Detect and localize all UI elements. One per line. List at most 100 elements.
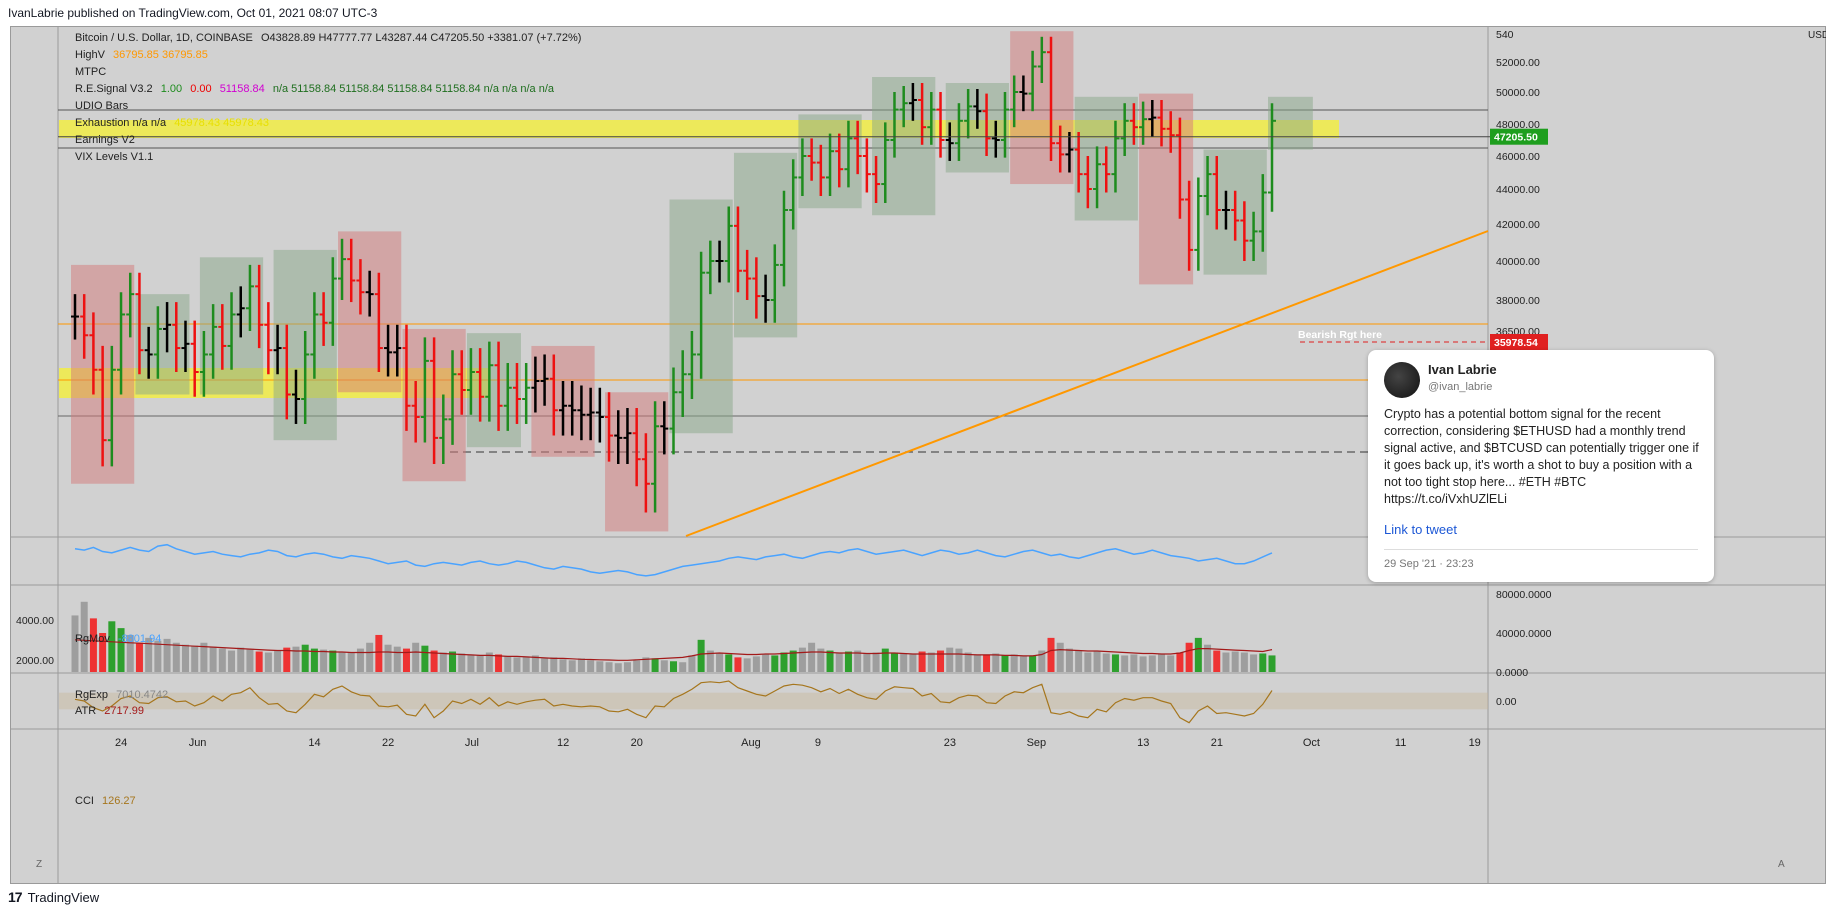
footer-brand[interactable]: TradingView: [27, 889, 100, 905]
cci-line: [74, 680, 1273, 724]
volume-bar: [89, 618, 97, 672]
volume-bar: [789, 650, 797, 672]
tweet-link[interactable]: Link to tweet: [1384, 522, 1457, 537]
volume-bar: [1222, 652, 1230, 672]
marked-level-tag: [1490, 334, 1548, 350]
volume-bar: [835, 652, 843, 672]
volume-bar: [743, 658, 751, 672]
time-tick-label: 14: [308, 737, 320, 749]
volume-bar: [596, 661, 604, 672]
ohlc-values: O43828.89 H47777.77 L43287.44 C47205.50 …: [260, 32, 582, 44]
auto-scale-left-button[interactable]: Z: [36, 859, 43, 870]
volume-bar: [679, 662, 687, 672]
volume-bar: [384, 644, 392, 672]
volume-tick-label: 0.0000: [1496, 667, 1528, 679]
volume-bar: [955, 648, 963, 672]
tweet-date: 29 Sep '21 · 23:23: [1384, 558, 1474, 570]
auto-scale-right-button[interactable]: A: [1778, 859, 1785, 870]
volume-bar: [393, 646, 401, 672]
price-tick-label: 40000.00: [1496, 256, 1540, 268]
volume-bar: [1204, 644, 1212, 672]
time-tick-label: Oct: [1303, 737, 1320, 749]
volume-bar: [1102, 653, 1110, 672]
volume-bar: [145, 637, 153, 672]
volume-bar: [605, 662, 613, 672]
volume-bar: [402, 648, 410, 672]
volume-bar: [522, 656, 530, 672]
volume-bar: [504, 656, 512, 672]
volume-bar: [301, 644, 309, 672]
tweet-author: Ivan Labrie: [1428, 362, 1497, 377]
volume-bar: [808, 642, 816, 672]
rgmov-label: RgMov: [75, 633, 110, 645]
volume-bar: [688, 655, 696, 672]
volume-bar: [623, 662, 631, 672]
volume-bar: [356, 648, 364, 672]
volume-bar: [292, 646, 300, 672]
volume-bar: [467, 654, 475, 672]
volume-bar: [320, 649, 328, 672]
legend-rgexp: RgExp 7010.4742: [75, 689, 173, 701]
volume-bar: [550, 657, 558, 672]
price-chart[interactable]: 540 52000.00 50000.00 48000.00 46000.00 44000…: [10, 26, 1826, 884]
volume-bar: [817, 648, 825, 672]
volume-bar: [310, 648, 318, 672]
volume-bar: [246, 649, 254, 672]
volume-bar: [1010, 654, 1018, 672]
resignal-rest: n/a 51158.84 51158.84 51158.84 51158.84 …: [272, 83, 554, 95]
volume-bar: [660, 660, 668, 672]
exhaustion-values: 45978.43 45978.43: [174, 117, 270, 129]
bearish-label: Bearish Rgt here: [1298, 329, 1382, 341]
volume-bar: [1093, 651, 1101, 672]
volume-bar: [1019, 656, 1027, 672]
currency-label: USD: [1808, 30, 1826, 41]
time-tick-label: Sep: [1027, 737, 1047, 749]
volume-bar: [1167, 655, 1175, 672]
volume-bar: [1148, 655, 1156, 672]
volume-bar: [1130, 654, 1138, 672]
price-tick-label: 50000.00: [1496, 87, 1540, 99]
volume-bar: [734, 657, 742, 672]
resignal-val-2: 0.00: [190, 83, 212, 95]
atr-line: [74, 639, 1273, 661]
volume-bar: [237, 647, 245, 672]
volume-bar: [697, 639, 705, 672]
rgexp-label: RgExp: [75, 689, 109, 701]
publish-header: IvanLabrie published on TradingView.com,…: [8, 6, 378, 20]
volume-bar: [964, 652, 972, 672]
volume-bar: [900, 653, 908, 672]
volume-bar: [854, 650, 862, 672]
volume-bar: [1121, 655, 1129, 672]
volume-bar: [1139, 656, 1147, 672]
time-tick-label: 19: [1469, 737, 1481, 749]
volume-bar: [780, 652, 788, 672]
volume-bar: [725, 654, 733, 672]
volume-bar: [99, 633, 107, 672]
tweet-handle: @ivan_labrie: [1428, 381, 1493, 393]
tweet-card: Ivan Labrie @ivan_labrie Crypto has a po…: [1368, 350, 1714, 582]
volume-bar: [163, 638, 171, 672]
volume-tick-label: 80000.0000: [1496, 589, 1552, 601]
time-tick-label: 23: [944, 737, 956, 749]
volume-bar: [1250, 654, 1258, 672]
price-tick-label: 46000.00: [1496, 151, 1540, 163]
tweet-divider: [1384, 549, 1698, 550]
legend-symbol: Bitcoin / U.S. Dollar, 1D, COINBASE O438…: [75, 32, 586, 44]
orange-trendline: [685, 230, 1489, 537]
volume-bar: [135, 642, 143, 672]
resignal-val-1: 1.00: [160, 83, 183, 95]
volume-bar: [485, 652, 493, 672]
legend-earnings: Earnings V2: [75, 134, 135, 146]
volume-bar: [1029, 655, 1037, 672]
volume-bar: [117, 628, 125, 672]
volume-bar: [218, 648, 226, 672]
legend-exhaustion: Exhaustion n/a n/a 45978.43 45978.43: [75, 117, 274, 129]
volume-bar: [541, 658, 549, 672]
legend-highv: HighV 36795.85 36795.85: [75, 49, 213, 61]
time-tick-label: 20: [631, 737, 643, 749]
volume-bar: [347, 652, 355, 672]
last-price-tag: [1490, 128, 1548, 145]
volume-bar: [108, 621, 116, 672]
volume-bar: [1084, 652, 1092, 672]
resignal-label: R.E.Signal V3.2: [75, 83, 153, 95]
